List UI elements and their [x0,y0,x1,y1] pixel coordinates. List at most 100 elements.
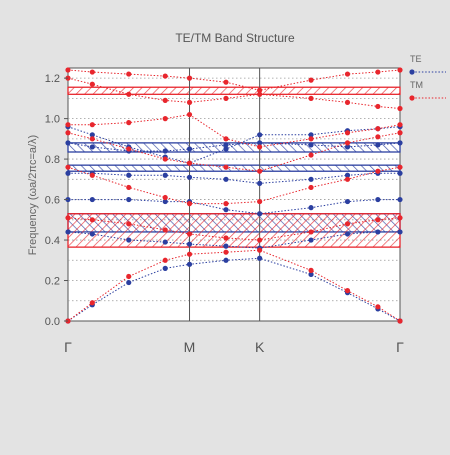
data-point [397,318,403,324]
data-point [126,120,132,126]
data-point [186,251,193,257]
data-point [126,221,132,227]
band-gap-te [67,142,401,153]
data-point [308,229,314,235]
data-point [126,184,132,191]
data-point [308,77,314,83]
data-point [89,231,95,237]
data-point [223,79,229,85]
plot-area [67,67,401,322]
data-point [344,288,351,294]
band-line [67,166,401,205]
x-tick-label: M [184,339,196,355]
y-axis-label: Frequency (ωa/2πc=a/λ) [27,135,39,255]
data-point [223,142,229,148]
data-point [162,97,168,103]
data-point [162,265,168,271]
data-point [257,237,263,243]
data-point [257,144,263,150]
legend-marker-te [409,69,415,75]
data-point [126,196,132,203]
data-point [89,172,95,178]
data-point [257,198,263,205]
data-point [162,148,168,154]
y-tick-label: 0.4 [45,235,60,247]
data-point [308,267,314,273]
data-point [186,231,193,237]
data-point [162,198,168,205]
data-point [65,215,71,221]
data-point [126,273,132,280]
data-point [397,164,403,170]
data-point [89,81,95,87]
data-point [308,136,314,142]
data-point [257,255,263,261]
data-point [89,136,95,142]
data-point [397,122,403,128]
data-point [223,257,229,263]
data-point [186,241,193,247]
data-point [344,130,351,136]
data-point [308,271,314,278]
x-tick-label: Γ [64,339,72,355]
legend-label-te: TE [410,54,422,64]
data-point [344,172,351,178]
data-point [89,122,95,128]
data-point [89,217,95,223]
data-point [126,91,132,97]
data-point [344,221,351,227]
data-point [375,103,381,110]
data-point [162,116,168,122]
data-point [308,184,314,191]
data-point [344,231,351,237]
data-point [65,140,71,146]
data-point [89,69,95,75]
data-point [308,176,314,182]
data-point [223,146,229,152]
data-point [308,132,314,138]
data-point [65,122,71,128]
data-point [162,239,168,245]
data-point [186,75,193,81]
y-tick-label: 1.0 [45,114,60,126]
band-line [67,77,401,109]
data-point [126,237,132,243]
data-point [397,196,403,203]
data-point [308,152,314,158]
data-point [375,134,381,140]
data-point [344,144,351,150]
y-tick-label: 0.0 [45,316,60,328]
data-point [375,142,381,148]
data-point [375,196,381,203]
data-point [223,243,229,249]
data-point [126,172,132,178]
data-point [65,67,71,73]
y-axis: 0.0 0.2 0.4 0.6 0.8 1.0 1.2 [45,73,68,328]
data-point [162,73,168,79]
band-gap-te [67,164,401,172]
data-point [162,172,168,178]
data-point [375,69,381,75]
data-point [89,144,95,150]
data-point [126,146,132,152]
y-tick-label: 0.8 [45,154,60,166]
y-tick-label: 0.2 [45,276,60,288]
series-tm [65,67,403,324]
data-point [65,229,71,235]
data-point [65,130,71,136]
data-point [257,132,263,138]
data-point [186,160,193,166]
series-layer [65,67,403,324]
data-point [344,140,351,146]
data-point [223,249,229,255]
data-point [308,205,314,211]
x-tick-label: K [255,339,265,355]
data-point [223,235,229,241]
x-tick-label: Γ [396,339,404,355]
data-point [257,211,263,217]
data-point [257,140,263,146]
data-point [257,87,263,93]
